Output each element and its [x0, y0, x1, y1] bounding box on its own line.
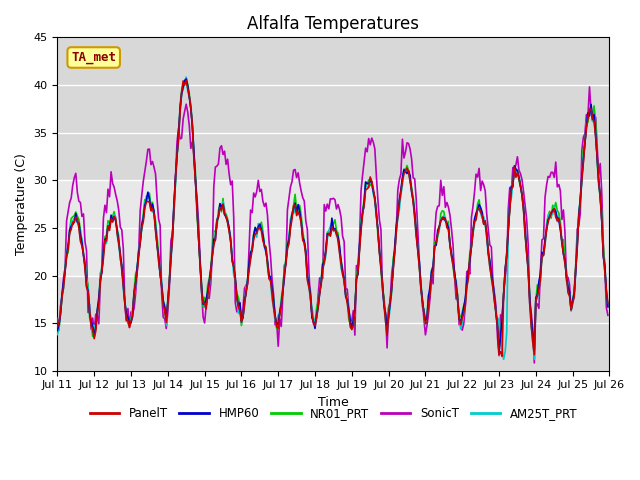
- SonicT: [54, 315, 61, 321]
- PanelT: [247, 257, 255, 263]
- SonicT: [236, 300, 244, 306]
- AM25T_PRT: [237, 321, 245, 326]
- Line: HMP60: HMP60: [58, 79, 608, 353]
- NR01_PRT: [219, 195, 227, 201]
- PanelT: [54, 324, 61, 330]
- AM25T_PRT: [121, 297, 129, 303]
- SonicT: [604, 312, 612, 318]
- HMP60: [247, 249, 255, 255]
- NR01_PRT: [237, 323, 245, 328]
- HMP60: [121, 300, 129, 306]
- Bar: [58, 180, 609, 276]
- AM25T_PRT: [54, 332, 61, 337]
- PanelT: [219, 201, 227, 207]
- HMP60: [219, 202, 227, 207]
- SonicT: [531, 360, 538, 366]
- HMP60: [296, 208, 303, 214]
- Legend: PanelT, HMP60, NR01_PRT, SonicT, AM25T_PRT: PanelT, HMP60, NR01_PRT, SonicT, AM25T_P…: [85, 402, 582, 425]
- NR01_PRT: [604, 304, 612, 310]
- PanelT: [577, 199, 584, 204]
- NR01_PRT: [121, 300, 129, 306]
- SonicT: [245, 245, 253, 251]
- HMP60: [495, 350, 503, 356]
- NR01_PRT: [182, 75, 190, 81]
- AM25T_PRT: [182, 74, 190, 80]
- AM25T_PRT: [604, 301, 612, 307]
- PanelT: [182, 78, 190, 84]
- NR01_PRT: [531, 349, 538, 355]
- Title: Alfalfa Temperatures: Alfalfa Temperatures: [248, 15, 419, 33]
- SonicT: [121, 303, 129, 309]
- AM25T_PRT: [219, 199, 227, 204]
- AM25T_PRT: [247, 250, 255, 256]
- NR01_PRT: [54, 326, 61, 332]
- Line: NR01_PRT: NR01_PRT: [58, 78, 608, 352]
- NR01_PRT: [577, 196, 584, 202]
- PanelT: [499, 354, 506, 360]
- PanelT: [296, 213, 303, 219]
- AM25T_PRT: [577, 199, 584, 204]
- HMP60: [577, 196, 584, 202]
- PanelT: [121, 300, 129, 306]
- HMP60: [604, 304, 612, 310]
- X-axis label: Time: Time: [318, 396, 349, 409]
- SonicT: [294, 170, 302, 176]
- Line: AM25T_PRT: AM25T_PRT: [58, 77, 608, 360]
- PanelT: [237, 319, 245, 325]
- HMP60: [182, 76, 190, 82]
- HMP60: [54, 327, 61, 333]
- NR01_PRT: [296, 203, 303, 208]
- PanelT: [604, 300, 612, 306]
- Line: PanelT: PanelT: [58, 81, 608, 357]
- SonicT: [218, 143, 225, 149]
- NR01_PRT: [247, 252, 255, 258]
- HMP60: [237, 318, 245, 324]
- SonicT: [575, 223, 582, 228]
- AM25T_PRT: [500, 357, 508, 362]
- Text: TA_met: TA_met: [71, 51, 116, 64]
- AM25T_PRT: [296, 209, 303, 215]
- SonicT: [586, 84, 593, 90]
- Y-axis label: Temperature (C): Temperature (C): [15, 153, 28, 255]
- Line: SonicT: SonicT: [58, 87, 608, 363]
